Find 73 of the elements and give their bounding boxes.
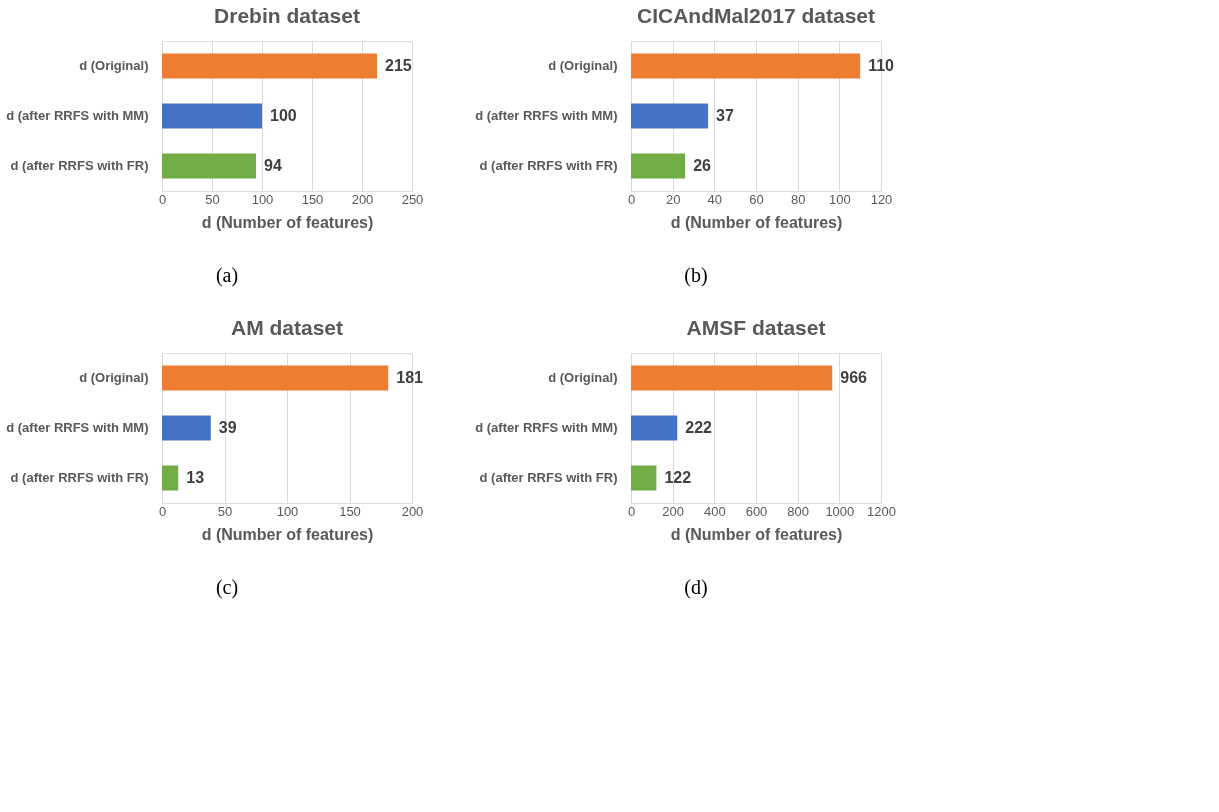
x-tick-label: 200 — [662, 503, 685, 519]
bar — [162, 153, 256, 179]
y-tick-label: d (Original) — [79, 370, 149, 385]
text: (d) — [684, 576, 708, 599]
data-label: 39 — [218, 419, 237, 436]
x-tick-label: 100 — [251, 191, 274, 207]
data-label: 215 — [385, 57, 412, 74]
bar — [631, 365, 833, 391]
x-tick-label: 0 — [158, 503, 167, 519]
x-tick-label: 400 — [703, 503, 726, 519]
y-tick-label: d (after RRFS with MM) — [6, 108, 149, 123]
y-tick-label: d (Original) — [548, 58, 618, 73]
x-axis-title: d (Number of features) — [670, 525, 843, 543]
x-tick-label: 60 — [749, 191, 764, 207]
x-tick-label: 150 — [339, 503, 361, 519]
x-tick-label: 100 — [828, 191, 851, 207]
bar — [162, 53, 377, 79]
data-label: 13 — [186, 469, 205, 486]
y-tick-label: d (Original) — [548, 370, 618, 385]
data-label: 966 — [840, 369, 868, 386]
bar — [631, 103, 709, 129]
y-tick-label: d (after RRFS with FR) — [479, 470, 618, 485]
data-label: 100 — [270, 107, 297, 124]
x-tick-label: 200 — [351, 191, 374, 207]
data-label: 94 — [264, 157, 282, 174]
x-tick-label: 120 — [870, 191, 893, 207]
x-tick-label: 250 — [401, 191, 424, 207]
data-label: 110 — [868, 57, 895, 74]
data-label: 37 — [716, 107, 734, 124]
bar — [631, 465, 657, 491]
y-tick-label: d (after RRFS with FR) — [10, 470, 149, 485]
bar — [162, 415, 211, 441]
chart-title: AMSF dataset — [686, 316, 826, 339]
y-tick-label: d (after RRFS with MM) — [475, 420, 618, 435]
y-tick-label: d (after RRFS with MM) — [6, 420, 149, 435]
data-label: 122 — [664, 469, 692, 486]
bar — [631, 153, 686, 179]
x-tick-label: 1200 — [867, 503, 896, 519]
x-tick-label: 150 — [301, 191, 324, 207]
x-axis-title: d (Number of features) — [670, 213, 843, 231]
data-label: 181 — [396, 369, 424, 386]
x-tick-label: 100 — [276, 503, 299, 519]
x-tick-label: 0 — [627, 191, 636, 207]
text: (b) — [684, 264, 708, 287]
y-tick-label: d (after RRFS with FR) — [10, 158, 149, 173]
bar — [631, 53, 861, 79]
x-axis-title: d (Number of features) — [201, 525, 374, 543]
x-tick-label: 20 — [665, 191, 681, 207]
x-tick-label: 200 — [401, 503, 424, 519]
text: (a) — [215, 264, 239, 287]
text: (c) — [215, 576, 239, 599]
y-tick-label: d (Original) — [79, 58, 149, 73]
x-tick-label: 50 — [217, 503, 233, 519]
x-tick-label: 0 — [627, 503, 636, 519]
bar — [162, 103, 262, 129]
bar — [631, 415, 678, 441]
x-tick-label: 80 — [790, 191, 806, 207]
bar — [162, 365, 389, 391]
data-label: 222 — [685, 419, 713, 436]
chart-title: Drebin dataset — [214, 4, 360, 27]
x-tick-label: 600 — [745, 503, 768, 519]
y-tick-label: d (after RRFS with FR) — [479, 158, 618, 173]
y-tick-label: d (after RRFS with MM) — [475, 108, 618, 123]
bar — [162, 465, 179, 491]
x-tick-label: 50 — [205, 191, 220, 207]
x-axis-title: d (Number of features) — [201, 213, 374, 231]
chart-title: CICAndMal2017 dataset — [636, 4, 876, 27]
data-label: 26 — [693, 157, 712, 174]
x-tick-label: 0 — [158, 191, 167, 207]
x-tick-label: 40 — [707, 191, 723, 207]
x-tick-label: 800 — [787, 503, 810, 519]
x-tick-label: 1000 — [825, 503, 855, 519]
chart-title: AM dataset — [230, 316, 344, 339]
